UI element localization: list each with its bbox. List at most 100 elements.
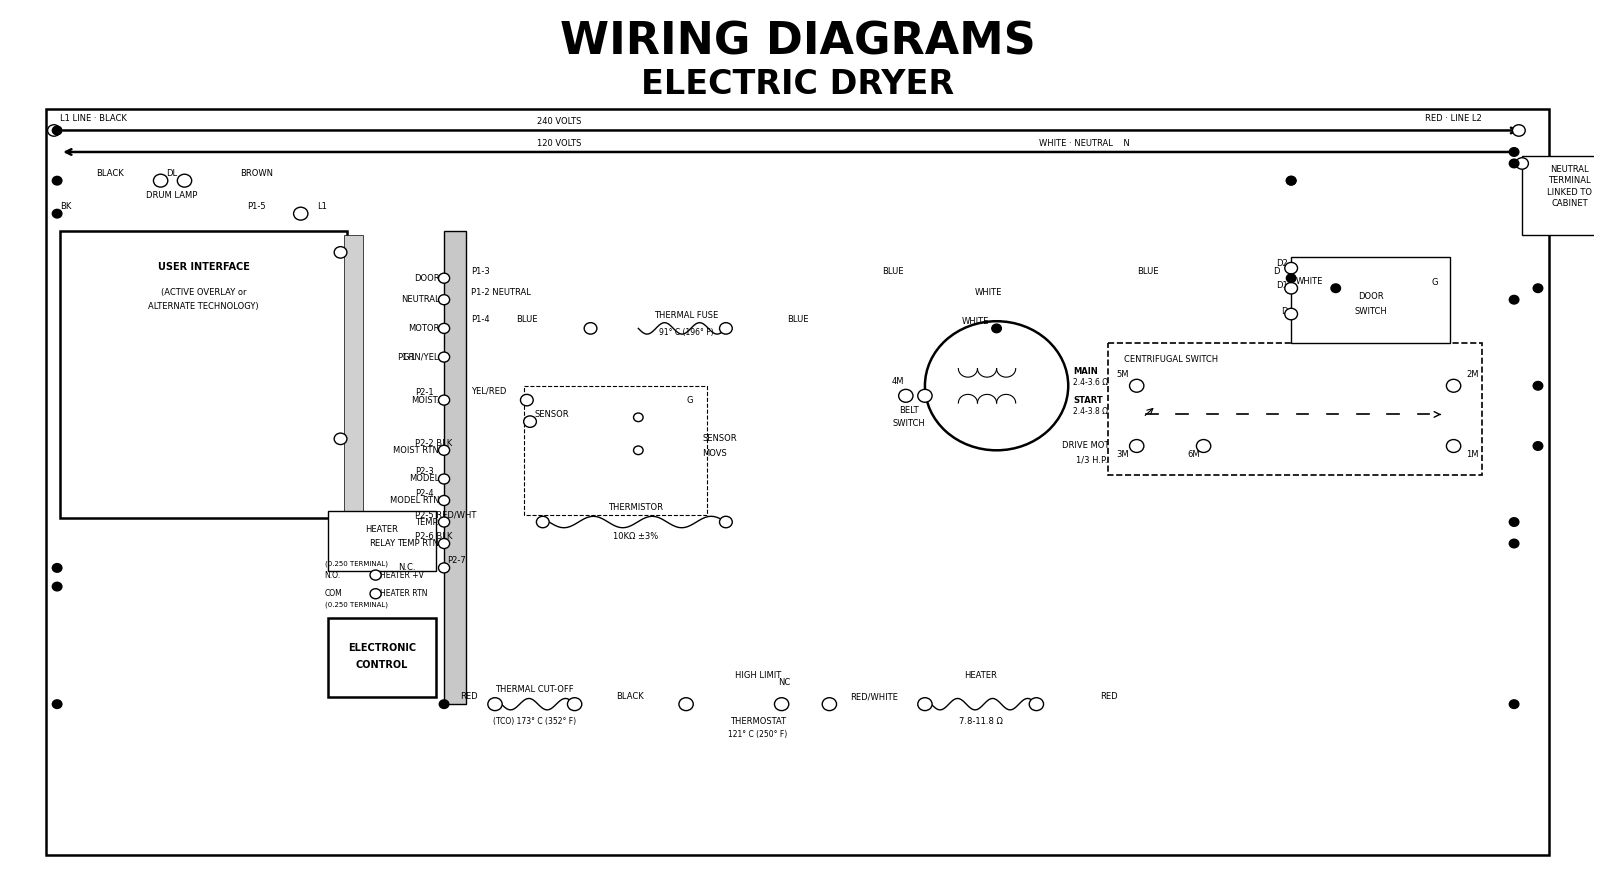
Text: RED: RED	[1100, 692, 1118, 701]
Text: L1: L1	[317, 202, 326, 211]
Text: ALTERNATE TECHNOLOGY): ALTERNATE TECHNOLOGY)	[149, 302, 259, 311]
Text: 6M: 6M	[1188, 450, 1201, 459]
Text: MAIN: MAIN	[1073, 367, 1099, 376]
Text: BLUE: BLUE	[1137, 267, 1159, 276]
Text: BLUE: BLUE	[787, 315, 807, 325]
Text: DOOR: DOOR	[1358, 293, 1383, 301]
Text: MODEL: MODEL	[409, 475, 440, 483]
Text: D2: D2	[1276, 260, 1287, 268]
Text: MOVS: MOVS	[702, 449, 728, 458]
Text: ELECTRIC DRYER: ELECTRIC DRYER	[641, 68, 955, 101]
Circle shape	[438, 395, 449, 405]
Text: 1/3 H.P.: 1/3 H.P.	[1076, 456, 1108, 465]
Text: SWITCH: SWITCH	[1354, 307, 1388, 316]
Text: 7.8-11.8 Ω: 7.8-11.8 Ω	[959, 717, 1003, 726]
Circle shape	[438, 563, 449, 573]
Circle shape	[1509, 295, 1519, 304]
Circle shape	[438, 445, 449, 455]
Bar	[344, 235, 363, 522]
Circle shape	[991, 324, 1001, 333]
Text: THERMOSTAT: THERMOSTAT	[729, 717, 785, 726]
Text: 1M: 1M	[1466, 450, 1479, 459]
Circle shape	[568, 698, 582, 711]
Circle shape	[1447, 379, 1461, 392]
Text: NEUTRAL: NEUTRAL	[1551, 165, 1589, 174]
Text: RED · LINE L2: RED · LINE L2	[1425, 114, 1482, 123]
Text: P1-3: P1-3	[472, 267, 489, 276]
Text: N.C.: N.C.	[398, 564, 416, 573]
Circle shape	[1286, 177, 1295, 185]
Text: P2-6 BLK: P2-6 BLK	[416, 532, 453, 541]
Circle shape	[1533, 284, 1543, 293]
Text: BROWN: BROWN	[240, 169, 273, 178]
Text: P1-4: P1-4	[472, 315, 489, 325]
Text: BLACK: BLACK	[617, 692, 644, 701]
Text: (0.250 TERMINAL): (0.250 TERMINAL)	[325, 560, 387, 566]
Circle shape	[438, 294, 449, 305]
Text: TEMP.: TEMP.	[416, 517, 440, 526]
Circle shape	[438, 474, 449, 484]
Circle shape	[488, 698, 502, 711]
Bar	[328, 618, 437, 697]
Circle shape	[774, 698, 788, 711]
Circle shape	[680, 698, 694, 711]
Bar	[1522, 156, 1599, 235]
Text: D: D	[1273, 267, 1281, 276]
Circle shape	[53, 700, 62, 708]
Circle shape	[521, 394, 532, 406]
Text: LINKED TO: LINKED TO	[1548, 187, 1593, 196]
Text: P1-5: P1-5	[246, 202, 265, 211]
Circle shape	[1533, 382, 1543, 390]
Text: COM: COM	[325, 590, 342, 599]
Text: HIGH LIMIT: HIGH LIMIT	[734, 671, 780, 680]
Circle shape	[53, 564, 62, 572]
Text: START: START	[1073, 396, 1103, 405]
Text: WHITE · NEUTRAL    N: WHITE · NEUTRAL N	[1039, 139, 1129, 148]
Text: RED/WHITE: RED/WHITE	[851, 692, 899, 701]
Text: 2.4-3.8 Ω: 2.4-3.8 Ω	[1073, 407, 1108, 416]
Bar	[61, 231, 347, 517]
Text: CENTRIFUGAL SWITCH: CENTRIFUGAL SWITCH	[1124, 355, 1218, 365]
Text: G: G	[686, 396, 692, 405]
Circle shape	[633, 446, 643, 455]
Circle shape	[53, 177, 62, 185]
Text: BK: BK	[61, 202, 72, 211]
Text: WIRING DIAGRAMS: WIRING DIAGRAMS	[560, 20, 1036, 63]
Text: SENSOR: SENSOR	[702, 434, 737, 443]
Circle shape	[1284, 262, 1297, 274]
Text: TEMP RTN: TEMP RTN	[398, 539, 440, 548]
Text: N.O.: N.O.	[325, 571, 341, 580]
Circle shape	[1284, 309, 1297, 320]
Circle shape	[334, 434, 347, 444]
Text: 10KΩ ±3%: 10KΩ ±3%	[612, 532, 657, 541]
Bar	[328, 510, 437, 571]
Text: P2-5 RED/WHT: P2-5 RED/WHT	[416, 510, 477, 519]
Text: ELECTRONIC: ELECTRONIC	[349, 643, 416, 653]
Bar	[1290, 257, 1450, 343]
Text: P1-1: P1-1	[397, 352, 416, 361]
Circle shape	[899, 389, 913, 402]
Text: BLACK: BLACK	[96, 169, 123, 178]
Text: D: D	[1281, 307, 1287, 316]
Text: (0.250 TERMINAL): (0.250 TERMINAL)	[325, 602, 387, 608]
Text: P2-1: P2-1	[416, 388, 433, 398]
Text: CONTROL: CONTROL	[355, 660, 408, 671]
Text: TERMINAL: TERMINAL	[1548, 176, 1591, 186]
Circle shape	[1129, 440, 1143, 452]
Circle shape	[369, 570, 381, 580]
Text: NEUTRAL: NEUTRAL	[401, 295, 440, 304]
Circle shape	[53, 582, 62, 591]
Text: HEATER +V: HEATER +V	[381, 571, 424, 580]
Circle shape	[438, 352, 449, 362]
Text: 120 VOLTS: 120 VOLTS	[537, 139, 580, 148]
Text: THERMISTOR: THERMISTOR	[608, 503, 662, 512]
Bar	[46, 109, 1549, 855]
Text: HEATER: HEATER	[366, 524, 398, 533]
Circle shape	[1509, 700, 1519, 708]
Circle shape	[1509, 540, 1519, 548]
Text: 5M: 5M	[1116, 370, 1129, 379]
Circle shape	[177, 174, 192, 187]
Text: HEATER RTN: HEATER RTN	[381, 590, 429, 599]
Circle shape	[334, 247, 347, 258]
Text: MODEL RTN: MODEL RTN	[390, 496, 440, 505]
